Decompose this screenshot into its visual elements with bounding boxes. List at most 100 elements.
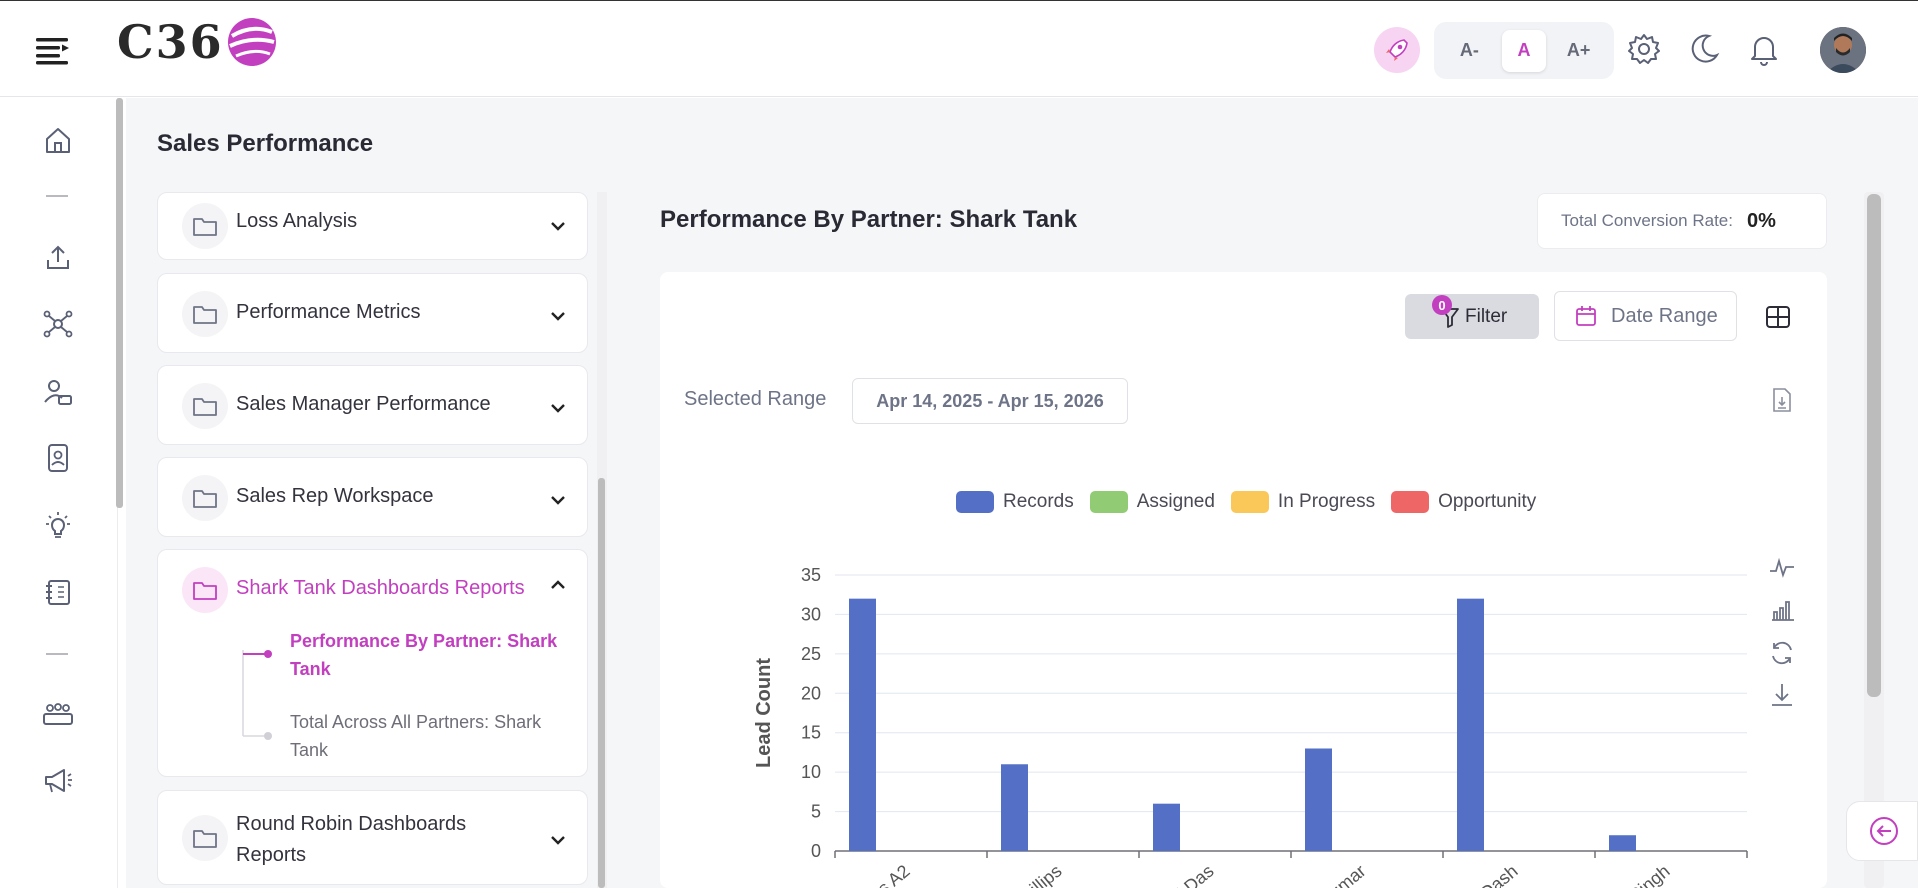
refresh-icon[interactable] (1768, 639, 1796, 667)
x-tick-label: Singh (1625, 861, 1673, 888)
bell-icon[interactable] (1746, 31, 1782, 67)
nav-scrollbar[interactable] (116, 98, 123, 508)
filter-icon (1441, 308, 1459, 328)
bar-records (1305, 748, 1332, 851)
chevron-down-icon[interactable] (547, 397, 569, 419)
bar-records (1457, 598, 1484, 851)
folder-icon (182, 203, 228, 249)
legend-item-opportunity[interactable]: Opportunity (1391, 491, 1536, 513)
tree-connector (242, 650, 272, 740)
x-tick-label: illips (1026, 861, 1066, 888)
contact-book-icon[interactable] (40, 574, 76, 610)
legend-item-records[interactable]: Records (956, 491, 1074, 513)
network-icon[interactable] (40, 306, 76, 342)
moon-icon[interactable] (1686, 31, 1722, 67)
conversion-rate-box: Total Conversion Rate: 0% (1537, 193, 1827, 249)
panel-scrollbar[interactable] (1864, 192, 1884, 888)
legend-item-assigned[interactable]: Assigned (1089, 491, 1215, 513)
export-document-icon[interactable] (1772, 388, 1792, 412)
user-avatar[interactable] (1820, 27, 1866, 73)
grid-view-icon[interactable] (1764, 303, 1792, 331)
report-group-shark-tank[interactable]: Shark Tank Dashboards Reports (157, 549, 588, 777)
legend-swatch (956, 491, 994, 513)
report-group-label: Round Robin Dashboards Reports (236, 813, 467, 866)
menu-icon[interactable] (36, 35, 70, 65)
download-icon[interactable] (1768, 681, 1796, 709)
bar-records (849, 598, 876, 851)
gear-icon[interactable] (1626, 31, 1662, 67)
team-icon[interactable] (40, 696, 76, 732)
report-group-label: Sales Rep Workspace (236, 485, 434, 507)
selected-range-label: Selected Range (684, 388, 827, 410)
legend-swatch (1391, 491, 1430, 513)
y-tick-label: 20 (801, 683, 821, 703)
panel-title: Performance By Partner: Shark Tank (660, 206, 1078, 233)
legend-label: Records (1003, 491, 1074, 512)
bar-chart-icon[interactable] (1768, 596, 1796, 624)
report-group-sales-manager-performance[interactable]: Sales Manager Performance (157, 365, 588, 445)
filter-button[interactable]: Filter (1405, 294, 1539, 339)
megaphone-icon[interactable] (40, 762, 76, 798)
report-group-performance-metrics[interactable]: Performance Metrics (157, 273, 588, 353)
report-link-total-across-partners[interactable]: Total Across All Partners: Shark Tank (290, 712, 542, 760)
calendar-icon (1576, 306, 1596, 326)
y-tick-label: 30 (801, 604, 821, 624)
scrollbar-thumb[interactable] (598, 478, 605, 888)
scrollbar-thumb[interactable] (1867, 194, 1881, 697)
x-tick-label: i Das (1173, 861, 1217, 888)
line-chart-icon[interactable] (1768, 553, 1796, 581)
chevron-down-icon[interactable] (547, 215, 569, 237)
legend-swatch (1089, 491, 1128, 513)
chart-legend: Records Assigned In Progress Opportunity (956, 491, 1552, 513)
font-increase-button[interactable]: A+ (1566, 40, 1591, 60)
bar-records (1001, 764, 1028, 851)
rocket-icon (1386, 39, 1408, 61)
y-tick-label: 5 (811, 802, 821, 822)
y-tick-label: 0 (811, 841, 821, 861)
lightbulb-icon[interactable] (40, 508, 76, 544)
legend-item-in-progress[interactable]: In Progress (1230, 491, 1376, 513)
bar-chart: 0 5 10 15 20 25 30 35 Lead Count s A2 illips i Das u… (753, 565, 1748, 888)
top-bar: C36 A- A A+ (0, 0, 1918, 97)
user-card-icon[interactable] (40, 374, 76, 410)
upload-icon[interactable] (40, 240, 76, 276)
chevron-down-icon[interactable] (547, 829, 569, 851)
page-title: Sales Performance (157, 130, 374, 157)
report-group-sales-rep-workspace[interactable]: Sales Rep Workspace (157, 457, 588, 537)
report-link-performance-by-partner[interactable]: Performance By Partner: Shark Tank (290, 631, 558, 679)
font-decrease-button[interactable]: A- (1459, 40, 1479, 60)
filter-count-badge: 0 (1432, 295, 1452, 315)
rocket-button[interactable] (1374, 27, 1420, 73)
chevron-up-icon[interactable] (547, 574, 569, 596)
reports-list-scrollbar[interactable] (597, 192, 607, 888)
y-tick-label: 35 (801, 565, 821, 585)
bar-records (1609, 835, 1636, 851)
arrow-left-circle-icon (1870, 817, 1898, 845)
legend-label: In Progress (1277, 491, 1376, 512)
y-tick-label: 25 (801, 644, 821, 664)
legend-label: Opportunity (1438, 491, 1537, 512)
font-default-button[interactable]: A (1501, 29, 1546, 72)
nav-divider (46, 653, 68, 655)
report-group-round-robin[interactable]: Round Robin Dashboards Reports (157, 790, 588, 885)
filter-label: Filter (1465, 305, 1508, 327)
legend-label: Assigned (1136, 491, 1215, 512)
font-size-control: A- A A+ (1434, 22, 1614, 79)
chevron-down-icon[interactable] (547, 489, 569, 511)
date-range-button[interactable]: Date Range (1554, 291, 1737, 341)
side-navigation (0, 98, 123, 888)
collapse-button[interactable] (1846, 801, 1918, 861)
chevron-down-icon[interactable] (547, 305, 569, 327)
home-icon[interactable] (40, 122, 76, 158)
app-logo[interactable]: C36 (117, 15, 278, 69)
conversion-rate-value: 0% (1746, 209, 1776, 232)
legend-swatch (1230, 491, 1269, 513)
logo-globe-icon (227, 18, 276, 66)
logo-text: C36 (117, 15, 224, 69)
report-group-label: Sales Manager Performance (236, 393, 491, 415)
report-group-loss-analysis[interactable]: Loss Analysis (157, 192, 588, 260)
folder-icon (182, 815, 228, 861)
folder-icon (182, 291, 228, 337)
x-tick-label: s A2 (874, 861, 914, 888)
contact-badge-icon[interactable] (40, 440, 76, 476)
